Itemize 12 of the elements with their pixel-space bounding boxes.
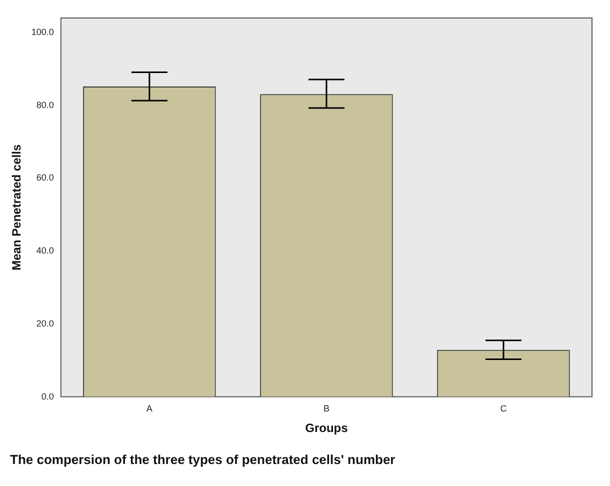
y-axis-title: Mean Penetrated cells <box>10 144 24 270</box>
y-tick-label: 80.0 <box>36 100 54 110</box>
text: The compersion of the three types of penetrated cells' number <box>10 452 396 467</box>
x-tick-label: B <box>323 404 330 414</box>
x-tick-label: A <box>146 404 152 414</box>
y-tick-label: 40.0 <box>36 246 54 256</box>
y-tick-label: 20.0 <box>36 318 54 328</box>
y-tick-label: 60.0 <box>36 172 54 183</box>
x-tick-label: C <box>500 404 508 414</box>
x-axis-title: Groups <box>305 421 348 436</box>
y-tick-label: 0.0 <box>41 391 54 402</box>
y-tick-label: 100.0 <box>31 27 54 38</box>
